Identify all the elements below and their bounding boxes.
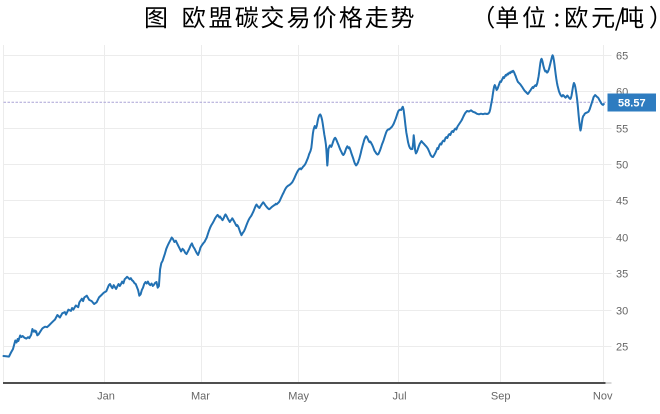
svg-text:45: 45 xyxy=(616,195,628,207)
svg-text:40: 40 xyxy=(616,232,628,244)
svg-text:Mar: Mar xyxy=(191,391,210,403)
svg-text:55: 55 xyxy=(616,123,628,135)
svg-text:58.57: 58.57 xyxy=(618,98,646,110)
svg-text:Sep: Sep xyxy=(491,391,511,403)
svg-text:Jan: Jan xyxy=(97,391,115,403)
svg-text:65: 65 xyxy=(616,50,628,62)
svg-text:May: May xyxy=(288,391,309,403)
svg-text:35: 35 xyxy=(616,268,628,280)
svg-text:25: 25 xyxy=(616,341,628,353)
svg-text:50: 50 xyxy=(616,159,628,171)
svg-text:Jul: Jul xyxy=(392,391,406,403)
svg-text:Nov: Nov xyxy=(593,391,613,403)
svg-text:30: 30 xyxy=(616,305,628,317)
